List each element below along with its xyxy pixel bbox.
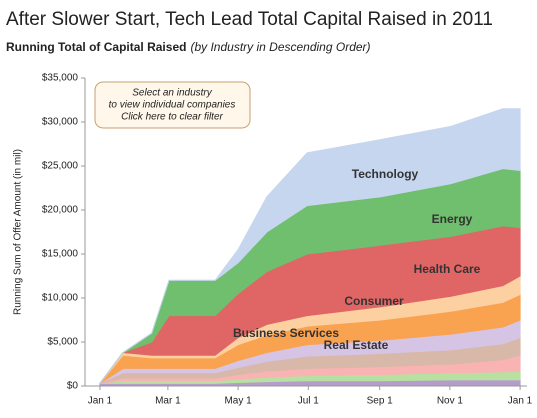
chart-title: After Slower Start, Tech Lead Total Capi… — [6, 9, 493, 30]
y-tick-label: $30,000 — [42, 117, 79, 128]
annotation-line: Click here to clear filter — [121, 112, 223, 123]
y-tick-label: $5,000 — [47, 337, 78, 348]
series-label: Business Services — [233, 326, 339, 340]
subtitle-main: Running Total of Capital Raised — [6, 40, 186, 54]
x-tick-label: Nov 1 — [437, 396, 464, 407]
y-tick-label: $20,000 — [42, 205, 79, 216]
series-label: Energy — [432, 212, 473, 226]
area — [99, 108, 521, 384]
series-label: Health Care — [414, 262, 481, 276]
x-tick-label: Mar 1 — [155, 396, 181, 407]
plot — [99, 108, 521, 387]
y-tick-label: $25,000 — [42, 161, 79, 172]
annotation-line: Select an industry — [132, 88, 212, 99]
x-tick-label: Jul 1 — [298, 396, 320, 407]
series-label: Real Estate — [324, 338, 389, 352]
subtitle-note: (by Industry in Descending Order) — [190, 40, 370, 54]
y-tick-label: $0 — [67, 381, 79, 392]
annotation-line: to view individual companies — [109, 100, 236, 111]
y-tick-label: $15,000 — [42, 249, 79, 260]
y-axis-label: Running Sum of Offer Amount (in mil) — [13, 149, 24, 315]
x-tick-label: Jan 1 — [88, 396, 113, 407]
x-tick-label: Jan 1 — [508, 396, 533, 407]
filter-box[interactable] — [94, 81, 251, 129]
series-label: Consumer — [344, 294, 404, 308]
y-tick-label: $10,000 — [42, 293, 79, 304]
y-tick-label: $35,000 — [42, 73, 79, 84]
series-label: Technology — [352, 167, 419, 181]
x-tick-label: May 1 — [224, 396, 252, 407]
subtitle: Running Total of Capital Raised (by Indus… — [6, 40, 371, 54]
x-tick-label: Sep 1 — [367, 396, 394, 407]
